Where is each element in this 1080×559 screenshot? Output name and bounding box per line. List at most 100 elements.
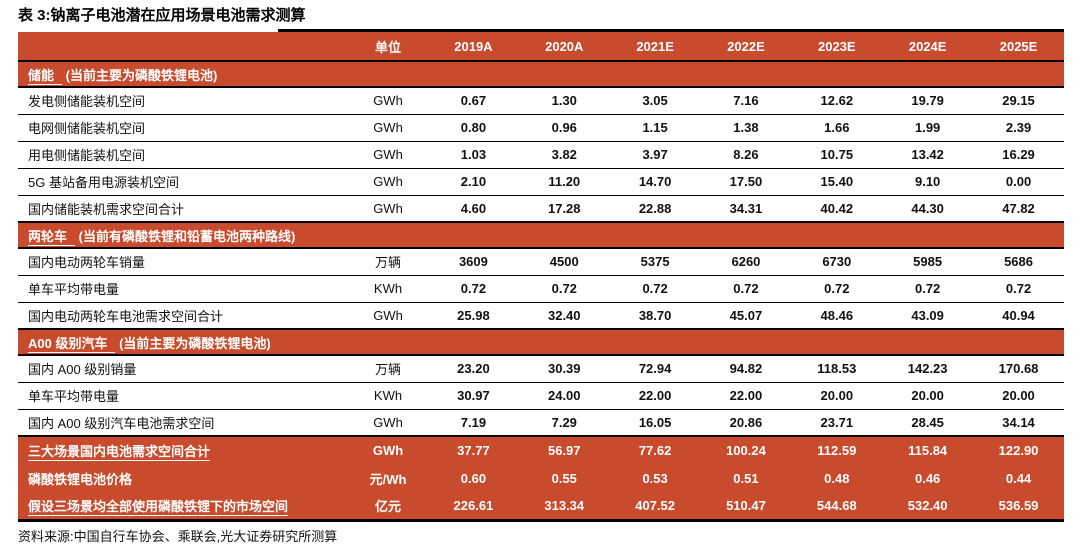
unit-cell: 亿元 — [348, 492, 428, 520]
summary-label-cell: 假设三场景均全部使用磷酸铁锂下的市场空间 — [18, 492, 348, 520]
unit-cell: GWh — [348, 168, 428, 196]
summary-label: 假设三场景均全部使用磷酸铁锂下的市场空间 — [28, 498, 289, 516]
value-cell: 7.19 — [428, 409, 519, 437]
value-cell: 0.72 — [700, 275, 792, 303]
section-note: (当前主要为磷酸铁锂电池) — [62, 67, 218, 83]
value-cell: 72.94 — [609, 355, 701, 383]
row-label-cell: 国内 A00 级别销量 — [18, 355, 348, 383]
year-header-cell: 2022E — [700, 32, 792, 62]
value-cell: 142.23 — [882, 355, 974, 383]
table-row: 5G 基站备用电源装机空间 GWh 2.10 11.20 14.70 17.50 15.40… — [18, 168, 1064, 196]
value-cell: 38.70 — [609, 302, 701, 330]
table-row: 单车平均带电量 KWh 0.72 0.72 0.72 0.72 0.72 0.72 0.72 — [18, 275, 1064, 303]
unit-cell: 万辆 — [348, 355, 428, 383]
section-note: (当前有磷酸铁锂和铅蓄电池两种路线) — [75, 228, 296, 244]
value-cell: 3.97 — [609, 141, 701, 169]
year-header-cell: 2021E — [609, 32, 701, 62]
value-cell: 0.72 — [428, 275, 519, 303]
unit-cell: KWh — [348, 382, 428, 410]
value-cell: 536.59 — [973, 492, 1064, 520]
corner-cell — [18, 32, 348, 62]
year-header-cell: 2020A — [518, 32, 610, 62]
value-cell: 20.00 — [973, 382, 1064, 410]
value-cell: 5375 — [609, 248, 701, 276]
value-cell: 100.24 — [700, 435, 792, 464]
value-cell: 19.79 — [882, 87, 974, 115]
value-cell: 47.82 — [973, 195, 1064, 223]
unit-cell: GWh — [348, 114, 428, 142]
value-cell: 7.29 — [518, 409, 610, 437]
section-name: 两轮车 — [28, 228, 76, 246]
value-cell: 40.94 — [973, 302, 1064, 330]
value-cell: 24.00 — [518, 382, 610, 410]
value-cell: 8.26 — [700, 141, 792, 169]
value-cell: 20.86 — [700, 409, 792, 437]
section-note: (当前主要为磷酸铁锂电池) — [115, 335, 271, 351]
source-note: 资料来源:中国自行车协会、乘联会,光大证券研究所测算 — [18, 528, 338, 544]
value-cell: 56.97 — [518, 435, 610, 464]
value-cell: 6730 — [791, 248, 883, 276]
row-label-cell: 单车平均带电量 — [18, 275, 348, 303]
value-cell: 94.82 — [700, 355, 792, 383]
table-title: 表 3:钠离子电池潜在应用场景电池需求测算 — [18, 7, 306, 24]
value-cell: 1.38 — [700, 114, 792, 142]
summary-label: 磷酸铁锂电池价格 — [28, 471, 133, 487]
value-cell: 0.48 — [791, 464, 883, 492]
value-cell: 16.29 — [973, 141, 1064, 169]
value-cell: 48.46 — [791, 302, 883, 330]
table-row: 电网侧储能装机空间 GWh 0.80 0.96 1.15 1.38 1.66 1.99 2.39 — [18, 114, 1064, 142]
value-cell: 30.39 — [518, 355, 610, 383]
value-cell: 25.98 — [428, 302, 519, 330]
value-cell: 77.62 — [609, 435, 701, 464]
section-name: 储能 — [28, 67, 63, 85]
value-cell: 7.16 — [700, 87, 792, 115]
year-header-cell: 2023E — [791, 32, 883, 62]
value-cell: 45.07 — [700, 302, 792, 330]
value-cell: 34.31 — [700, 195, 792, 223]
value-cell: 5985 — [882, 248, 974, 276]
value-cell: 1.03 — [428, 141, 519, 169]
value-cell: 0.67 — [428, 87, 519, 115]
value-cell: 1.99 — [882, 114, 974, 142]
value-cell: 4500 — [518, 248, 610, 276]
value-cell: 15.40 — [791, 168, 883, 196]
row-label-cell: 国内电动两轮车销量 — [18, 248, 348, 276]
unit-cell: GWh — [348, 302, 428, 330]
value-cell: 115.84 — [882, 435, 974, 464]
value-cell: 3.05 — [609, 87, 701, 115]
value-cell: 23.20 — [428, 355, 519, 383]
table-row: 国内 A00 级别销量 万辆 23.20 30.39 72.94 94.82 118.53 1… — [18, 355, 1064, 383]
battery-demand-table: 单位 2019A 2020A 2021E 2022E 2023E 2024E 2025E 储能… — [18, 32, 1064, 522]
value-cell: 510.47 — [700, 492, 792, 520]
unit-cell: 元/Wh — [348, 464, 428, 492]
value-cell: 0.55 — [518, 464, 610, 492]
value-cell: 1.30 — [518, 87, 610, 115]
value-cell: 23.71 — [791, 409, 883, 437]
value-cell: 14.70 — [609, 168, 701, 196]
value-cell: 532.40 — [882, 492, 974, 520]
value-cell: 0.72 — [973, 275, 1064, 303]
value-cell: 22.00 — [609, 382, 701, 410]
unit-cell: GWh — [348, 141, 428, 169]
section-header-cell: 两轮车 (当前有磷酸铁锂和铅蓄电池两种路线) — [18, 221, 1064, 249]
table-row: 国内 A00 级别汽车电池需求空间 GWh 7.19 7.29 16.05 20.86 23… — [18, 409, 1064, 437]
value-cell: 1.66 — [791, 114, 883, 142]
value-cell: 10.75 — [791, 141, 883, 169]
unit-cell: GWh — [348, 435, 428, 464]
row-label-cell: 国内储能装机需求空间合计 — [18, 195, 348, 223]
value-cell: 118.53 — [791, 355, 883, 383]
value-cell: 3.82 — [518, 141, 610, 169]
value-cell: 22.88 — [609, 195, 701, 223]
table-row: 发电侧储能装机空间 GWh 0.67 1.30 3.05 7.16 12.62 19.79 29… — [18, 87, 1064, 115]
value-cell: 22.00 — [700, 382, 792, 410]
value-cell: 0.44 — [973, 464, 1064, 492]
value-cell: 37.77 — [428, 435, 519, 464]
value-cell: 0.60 — [428, 464, 519, 492]
value-cell: 0.72 — [609, 275, 701, 303]
summary-row: 三大场景国内电池需求空间合计 GWh 37.77 56.97 77.62 100.24 11… — [18, 435, 1064, 464]
row-label-cell: 电网侧储能装机空间 — [18, 114, 348, 142]
summary-label-cell: 磷酸铁锂电池价格 — [18, 464, 348, 492]
value-cell: 17.28 — [518, 195, 610, 223]
row-label-cell: 用电侧储能装机空间 — [18, 141, 348, 169]
value-cell: 0.53 — [609, 464, 701, 492]
